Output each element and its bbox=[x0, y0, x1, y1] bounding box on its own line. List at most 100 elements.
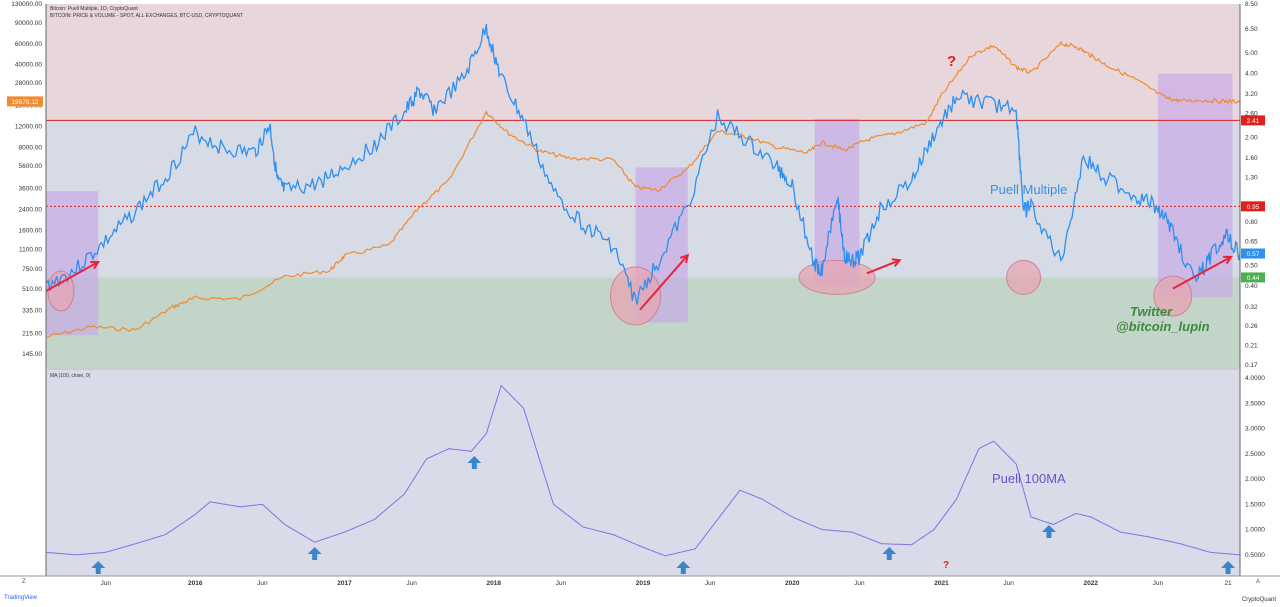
bottom-ellipse-2 bbox=[798, 259, 876, 295]
btc-price-line bbox=[45, 40, 1241, 338]
x-tick-5: 2018 bbox=[487, 580, 502, 587]
blue-up-arrow-0 bbox=[91, 561, 106, 574]
right-tick-17: 0.17 bbox=[1245, 362, 1258, 369]
corner-right: A bbox=[1256, 579, 1261, 585]
left-tick-15: 335.00 bbox=[22, 308, 42, 315]
axes bbox=[0, 4, 1280, 577]
highlight-boxes bbox=[46, 73, 1233, 336]
bottom-ellipse-4 bbox=[1153, 275, 1193, 317]
lower-tick-7: 0.5000 bbox=[1245, 552, 1265, 559]
x-tick-8: Jun bbox=[705, 580, 716, 587]
right-tick-12: 0.50 bbox=[1245, 263, 1258, 270]
x-tick-13: 2022 bbox=[1084, 580, 1099, 587]
right-axis-ticks: 8.50 6.50 5.00 4.00 3.20 2.60 2.00 1.60 1.30 0.95… bbox=[1245, 1, 1258, 369]
puell-multiple-line bbox=[45, 24, 1241, 305]
lower-tick-3: 2.5000 bbox=[1245, 451, 1265, 458]
left-tick-9: 3600.00 bbox=[19, 186, 43, 193]
badge-bg-1 bbox=[1241, 115, 1265, 126]
left-tick-13: 750.00 bbox=[22, 266, 42, 273]
badge-bg-0 bbox=[7, 96, 43, 107]
puell-multiple-label: Puell Multiple bbox=[990, 182, 1067, 197]
x-tick-11: 2021 bbox=[934, 580, 949, 587]
blue-arrows bbox=[91, 456, 1236, 574]
x-tick-15: 21 bbox=[1224, 580, 1232, 587]
blue-up-arrow-2 bbox=[467, 456, 482, 469]
blue-up-arrow-5 bbox=[1041, 525, 1056, 538]
left-tick-17: 145.00 bbox=[22, 351, 42, 358]
badge-4: 0.44 bbox=[1247, 275, 1260, 282]
axis-badges: 19579.12 2.41 0.95 0.57 0.44 bbox=[7, 96, 1265, 283]
badge-bg-3 bbox=[1241, 248, 1265, 259]
lower-tick-0: 4.0000 bbox=[1245, 375, 1265, 382]
x-tick-9: 2020 bbox=[785, 580, 800, 587]
red-arrows bbox=[45, 253, 1233, 311]
red-arrow-head-2 bbox=[891, 258, 902, 268]
x-tick-14: Jun bbox=[1153, 580, 1164, 587]
left-tick-3: 40000.00 bbox=[15, 62, 42, 69]
lower-tick-1: 3.5000 bbox=[1245, 400, 1265, 407]
puell-ma-line bbox=[45, 384, 1241, 557]
x-tick-0: Jun bbox=[100, 580, 111, 587]
badge-2: 0.95 bbox=[1247, 204, 1260, 211]
lower-tick-6: 1.0000 bbox=[1245, 527, 1265, 534]
left-tick-12: 1100.00 bbox=[19, 247, 42, 254]
red-arrow-head-0 bbox=[90, 260, 101, 270]
left-tick-7: 8000.00 bbox=[19, 144, 43, 151]
left-tick-1: 90000.00 bbox=[15, 20, 42, 27]
left-tick-10: 2400.00 bbox=[19, 206, 43, 213]
lower-axis-ticks: 4.0000 3.5000 3.0000 2.5000 2.0000 1.5000 1.00… bbox=[1245, 375, 1265, 559]
x-tick-3: 2017 bbox=[337, 580, 352, 587]
bottom-ellipse-3 bbox=[1006, 259, 1042, 295]
cryptoquant-text: CryptoQuant bbox=[1241, 597, 1276, 603]
puell-multiple-series bbox=[45, 24, 1241, 305]
right-tick-15: 0.26 bbox=[1245, 323, 1258, 330]
twitter-label: Twitter bbox=[1130, 304, 1173, 319]
x-tick-6: Jun bbox=[556, 580, 567, 587]
x-tick-2: Jun bbox=[257, 580, 268, 587]
blue-up-arrow-3 bbox=[676, 561, 691, 574]
right-tick-10: 0.80 bbox=[1245, 219, 1258, 226]
right-tick-13: 0.40 bbox=[1245, 283, 1258, 290]
cryptoquant-logo: CryptoQuant bbox=[1242, 597, 1276, 603]
right-tick-7: 1.60 bbox=[1245, 155, 1258, 162]
blue-up-arrow-4 bbox=[882, 547, 897, 560]
right-tick-14: 0.32 bbox=[1245, 304, 1258, 311]
red-arrow-head-1 bbox=[679, 253, 690, 264]
red-arrow-head-3 bbox=[1223, 255, 1233, 265]
x-tick-12: Jun bbox=[1003, 580, 1014, 587]
x-axis-ticks: Jun 2016 Jun 2017 Jun 2018 Jun 2019 Jun 2020 Jun 20… bbox=[100, 580, 1232, 587]
blue-up-arrow-6 bbox=[1221, 561, 1236, 574]
highlight-box-0 bbox=[46, 191, 99, 336]
badge-1: 2.41 bbox=[1247, 118, 1260, 125]
right-tick-16: 0.21 bbox=[1245, 343, 1258, 350]
left-tick-6: 12000.00 bbox=[15, 124, 42, 131]
right-tick-1: 6.50 bbox=[1245, 26, 1258, 33]
right-tick-6: 2.00 bbox=[1245, 135, 1258, 142]
x-tick-1: 2016 bbox=[188, 580, 203, 587]
left-tick-16: 215.00 bbox=[22, 331, 42, 338]
badge-bg-4 bbox=[1241, 272, 1265, 283]
threshold-lines bbox=[46, 119, 1240, 207]
question-mark-upper: ? bbox=[947, 53, 956, 70]
red-arrow-shaft-1 bbox=[639, 254, 689, 311]
tradingview-text: TradingView bbox=[4, 595, 38, 601]
left-axis-ticks: 130000.00 90000.00 60000.00 40000.00 28000.0… bbox=[11, 1, 42, 358]
lower-pane-rect bbox=[46, 370, 1240, 576]
right-tick-0: 8.50 bbox=[1245, 1, 1258, 8]
ma-indicator-header: MA (100, close, 0) bbox=[50, 373, 91, 379]
zone-0 bbox=[46, 4, 1240, 121]
lower-pane-background bbox=[46, 370, 1240, 576]
badge-0: 19579.12 bbox=[11, 99, 38, 106]
lower-tick-5: 1.5000 bbox=[1245, 501, 1265, 508]
btc-price-series bbox=[45, 40, 1241, 338]
left-tick-2: 60000.00 bbox=[15, 41, 42, 48]
tradingview-logo: TradingView bbox=[4, 595, 37, 601]
chart-header-line1: Bitcoin: Puell Multiple, 1D, CryptoQuant bbox=[50, 6, 138, 12]
twitter-handle: @bitcoin_lupin bbox=[1116, 319, 1210, 334]
right-tick-3: 4.00 bbox=[1245, 71, 1258, 78]
chart-header-line2: BITCOIN: PRICE & VOLUME - SPOT, ALL EXCH… bbox=[50, 13, 244, 19]
x-tick-4: Jun bbox=[406, 580, 417, 587]
right-tick-4: 3.20 bbox=[1245, 91, 1258, 98]
right-tick-2: 5.00 bbox=[1245, 50, 1258, 57]
red-arrow-shaft-3 bbox=[1172, 255, 1232, 290]
